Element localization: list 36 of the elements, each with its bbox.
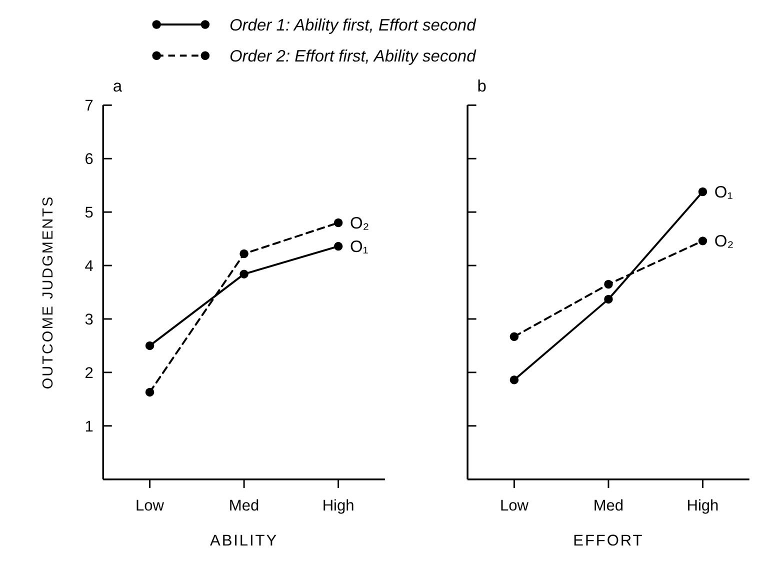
- annotation: O₂: [714, 232, 734, 251]
- point: [510, 332, 519, 341]
- x-tick-label: High: [686, 497, 719, 514]
- chart-title: a: [112, 76, 123, 96]
- y-axis-title: OUTCOME JUDGMENTS: [40, 195, 57, 390]
- annotation: O₁: [714, 182, 734, 202]
- point: [334, 242, 343, 251]
- y-tick-label: 3: [84, 311, 94, 328]
- y-tick-label: 7: [84, 98, 94, 115]
- point: [240, 249, 248, 258]
- y-tick-label: 4: [84, 258, 94, 275]
- y-tick-label: 5: [84, 204, 94, 222]
- x-axis-title: EFFORT: [573, 532, 644, 550]
- annotation: O₁: [350, 237, 369, 256]
- annotation: O₂: [350, 214, 370, 233]
- point: [145, 341, 154, 350]
- x-tick-label: Med: [228, 497, 260, 514]
- point: [698, 187, 708, 196]
- x-axis-title: ABILITY: [210, 532, 278, 550]
- x-tick-label: Low: [500, 497, 530, 514]
- y-tick-label: 6: [84, 151, 94, 168]
- point: [604, 294, 613, 304]
- legend-label: Order 1: Ability first, Effort second: [229, 15, 477, 34]
- point: [145, 388, 154, 397]
- point: [604, 280, 613, 289]
- point: [510, 376, 519, 384]
- y-tick-label: 2: [84, 364, 94, 382]
- point: [334, 218, 343, 228]
- x-tick-label: High: [322, 497, 354, 514]
- chart-title: b: [477, 76, 486, 96]
- x-tick-label: Low: [136, 497, 165, 514]
- point: [240, 270, 248, 278]
- y-tick-label: 1: [84, 418, 94, 436]
- point: [698, 236, 708, 246]
- x-tick-label: Med: [593, 497, 624, 514]
- legend-label: Order 2: Effort first, Ability second: [229, 46, 477, 66]
